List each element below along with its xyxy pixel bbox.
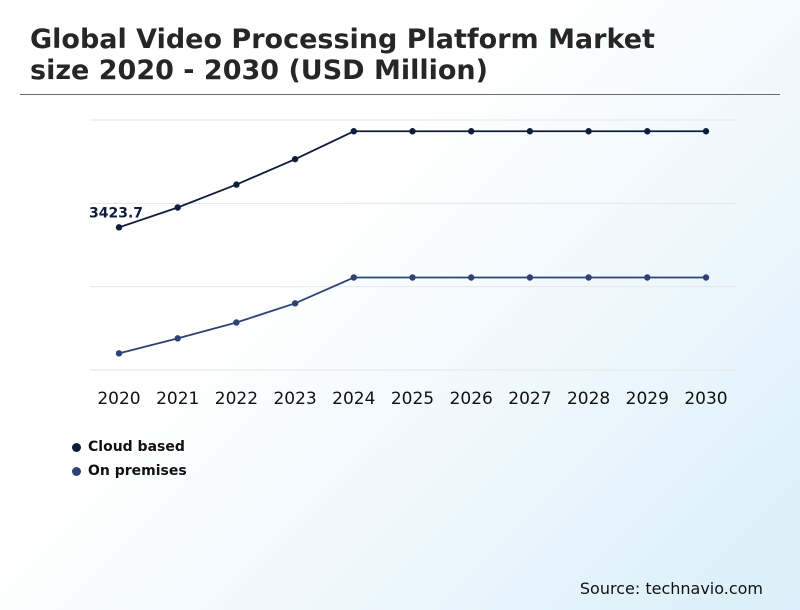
source-credit: Source: technavio.com bbox=[579, 579, 763, 598]
legend-marker bbox=[72, 442, 81, 452]
legend-item-on-premises[interactable]: On premises bbox=[72, 459, 187, 483]
data-point bbox=[644, 128, 651, 135]
data-point bbox=[174, 204, 181, 211]
x-tick-label: 2029 bbox=[626, 389, 669, 409]
title-divider bbox=[20, 94, 780, 95]
data-point bbox=[468, 274, 475, 281]
data-point bbox=[350, 128, 357, 135]
series-line bbox=[118, 130, 706, 229]
x-tick-label: 2028 bbox=[567, 389, 610, 409]
data-point bbox=[233, 319, 240, 326]
x-tick-label: 2020 bbox=[97, 389, 140, 409]
x-tick-label: 2030 bbox=[684, 389, 727, 409]
x-tick-label: 2022 bbox=[215, 389, 258, 409]
data-point bbox=[526, 128, 534, 135]
annotations: 3423.7 bbox=[89, 205, 143, 221]
legend: Cloud based On premises bbox=[72, 435, 187, 483]
chart-title: Global Video Processing Platform Market … bbox=[30, 24, 655, 86]
data-point bbox=[291, 155, 299, 163]
x-tick-label: 2027 bbox=[508, 389, 551, 409]
data-point bbox=[409, 274, 416, 281]
legend-label: On premises bbox=[88, 463, 187, 479]
data-point bbox=[526, 274, 534, 281]
data-point bbox=[585, 128, 592, 135]
series-lines bbox=[115, 128, 710, 357]
gridlines bbox=[90, 119, 736, 371]
x-tick-label: 2023 bbox=[273, 389, 316, 409]
data-point bbox=[115, 350, 123, 357]
x-tick-label: 2026 bbox=[450, 389, 493, 409]
x-axis-ticks: 2020 2021 2022 2023 2024 2025 2026 2027 2028 2029… bbox=[97, 389, 727, 409]
legend-label: Cloud based bbox=[88, 439, 185, 455]
x-tick-label: 2025 bbox=[391, 389, 434, 409]
data-point bbox=[291, 300, 299, 307]
x-tick-label: 2024 bbox=[332, 389, 375, 409]
data-point bbox=[409, 128, 416, 135]
data-point bbox=[350, 274, 357, 281]
data-point bbox=[585, 274, 592, 281]
data-point bbox=[702, 128, 710, 135]
data-point bbox=[644, 274, 651, 281]
data-point bbox=[233, 181, 240, 188]
legend-item-cloud-based[interactable]: Cloud based bbox=[72, 435, 187, 459]
data-point bbox=[468, 128, 475, 135]
data-point bbox=[174, 335, 181, 342]
data-label: 3423.7 bbox=[89, 205, 143, 221]
data-point bbox=[702, 274, 710, 281]
x-tick-label: 2021 bbox=[156, 389, 199, 409]
series-line bbox=[118, 276, 706, 355]
legend-marker bbox=[72, 466, 81, 476]
data-point bbox=[115, 224, 123, 231]
